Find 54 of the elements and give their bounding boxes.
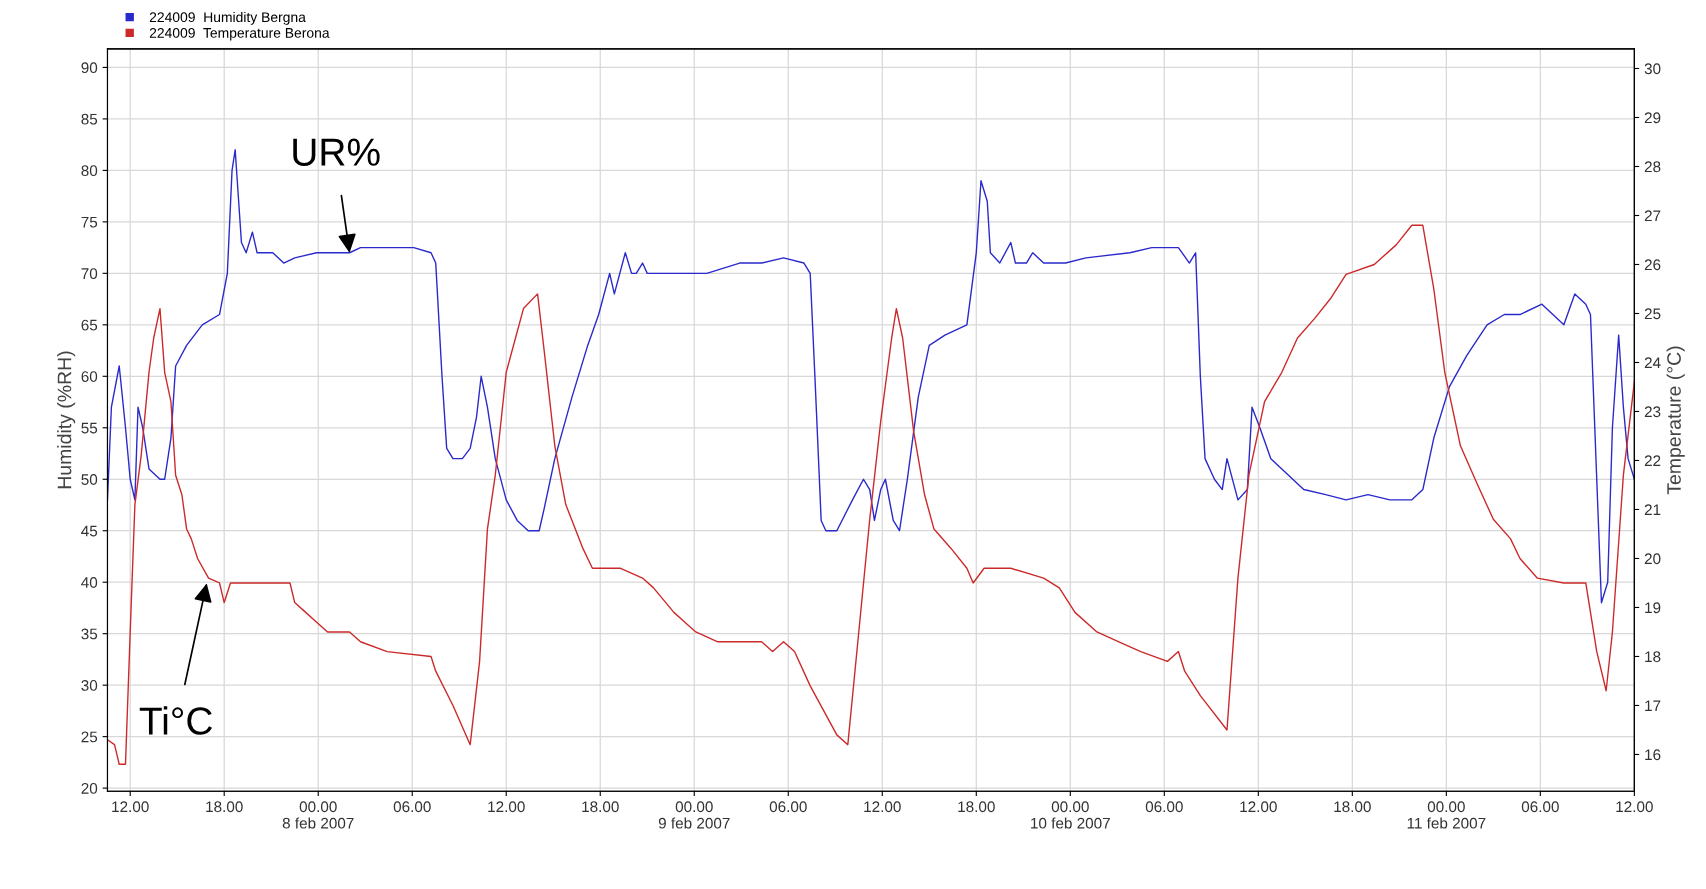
y2-tick-label: 27 [1644, 210, 1661, 222]
y2-tick-label: 18 [1645, 651, 1661, 663]
x-tick-label: 12.00 [864, 801, 901, 813]
y-tick-label: 90 [81, 62, 98, 74]
legend-label: 224009 Temperature Berona [149, 27, 330, 41]
x-tick-label: 18.00 [958, 801, 995, 813]
y2-tick-label: 25 [1644, 308, 1661, 320]
y-tick-label: 30 [81, 680, 98, 691]
x-tick-label: 00.00 10 feb 2007 [1031, 801, 1110, 829]
y2-tick-label: 22 [1644, 455, 1661, 467]
y-tick-label: 80 [81, 165, 98, 177]
x-tick-label: 12.00 [1616, 801, 1653, 813]
y2-tick-label: 24 [1644, 357, 1661, 369]
y-tick-label: 25 [81, 731, 98, 743]
y-tick-label: 50 [81, 474, 98, 485]
annotation: Ti°C [139, 706, 212, 735]
x-tick-label: 18.00 [206, 801, 243, 813]
y-tick-label: 45 [81, 525, 98, 537]
y2-tick-label: 28 [1644, 161, 1661, 173]
x-tick-label: 06.00 [1521, 801, 1559, 813]
y2-tick-label: 20 [1644, 553, 1661, 565]
y2-tick-label: 26 [1644, 259, 1661, 271]
x-tick-label: 06.00 [1145, 801, 1183, 813]
y2-tick-label: 23 [1644, 406, 1661, 418]
y-tick-label: 70 [81, 268, 98, 280]
y-tick-label: 55 [81, 422, 98, 434]
x-tick-label: 06.00 [769, 801, 807, 813]
annotation: UR% [293, 138, 380, 166]
legend-label: 224009 Humidity Bergna [149, 11, 306, 25]
x-tick-label: 12.00 [488, 801, 525, 813]
x-tick-label: 18.00 [582, 801, 619, 813]
y2-axis-title: Temperature (°C) [1666, 346, 1685, 495]
y-axis-title: Humidity (%RH) [57, 351, 76, 489]
x-tick-label: 12.00 [1240, 801, 1277, 813]
y-tick-label: 35 [81, 628, 98, 640]
y-tick-label: 65 [81, 319, 98, 331]
x-tick-label: 18.00 [1334, 801, 1371, 813]
y2-tick-label: 19 [1645, 602, 1661, 614]
y2-tick-label: 21 [1644, 504, 1661, 516]
y-tick-label: 40 [81, 577, 98, 588]
y2-tick-label: 29 [1644, 112, 1661, 124]
y-tick-label: 85 [81, 113, 98, 125]
y2-tick-label: 17 [1645, 700, 1661, 711]
y2-tick-label: 16 [1645, 749, 1661, 761]
x-tick-label: 06.00 [393, 801, 431, 813]
y2-tick-label: 30 [1644, 63, 1661, 75]
x-tick-label: 00.00 11 feb 2007 [1407, 801, 1486, 829]
x-tick-label: 00.00 8 feb 2007 [282, 801, 354, 829]
y-tick-label: 60 [81, 371, 98, 382]
x-tick-label: 12.00 [112, 801, 149, 813]
y-tick-label: 75 [81, 216, 98, 228]
x-tick-label: 00.00 9 feb 2007 [658, 801, 730, 829]
y-tick-label: 20 [81, 782, 98, 794]
line-series [107, 224, 1635, 765]
